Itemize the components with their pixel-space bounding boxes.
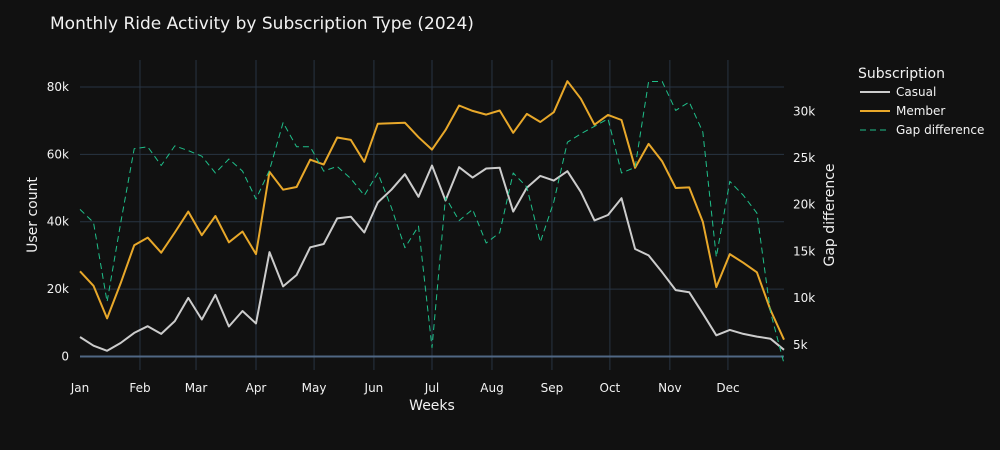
y-tick-label: 20k (47, 282, 69, 296)
x-axis-ticks: Jan Feb Mar Apr May Jun Jul Aug Sep Oct Nov Dec (70, 381, 740, 395)
y2-axis-ticks: 5k 10k 15k 20k 25k 30k (793, 104, 815, 351)
x-axis-title: Weeks (409, 398, 455, 414)
series-line-casual[interactable] (79, 164, 785, 352)
y2-tick-label: 20k (793, 198, 815, 212)
series-layer (79, 80, 785, 364)
y-tick-label: 40k (47, 215, 69, 229)
x-tick-label: Jun (364, 381, 384, 395)
legend-item-gap-difference[interactable]: Gap difference (860, 123, 984, 137)
y-axis-title: User count (25, 177, 41, 253)
y2-tick-label: 5k (793, 338, 808, 352)
y-tick-label: 0 (61, 350, 69, 364)
x-tick-label: Jan (70, 381, 90, 395)
x-tick-label: Mar (185, 381, 208, 395)
legend-label-casual: Casual (896, 85, 936, 99)
x-tick-label: Aug (480, 381, 503, 395)
x-tick-label: Feb (129, 381, 150, 395)
x-tick-label: Dec (716, 381, 739, 395)
x-tick-label: Nov (658, 381, 681, 395)
legend-label-gap-difference: Gap difference (896, 123, 984, 137)
x-tick-label: Jul (424, 381, 439, 395)
x-tick-label: Oct (600, 381, 621, 395)
y-tick-label: 60k (47, 147, 69, 161)
y2-tick-label: 30k (793, 104, 815, 118)
y-tick-label: 80k (47, 80, 69, 94)
legend-label-member: Member (896, 104, 945, 118)
series-line-member[interactable] (79, 80, 785, 341)
grid (80, 60, 784, 370)
x-tick-label: Apr (246, 381, 267, 395)
y2-tick-label: 10k (793, 291, 815, 305)
chart-title: Monthly Ride Activity by Subscription Ty… (50, 14, 474, 34)
y2-tick-label: 25k (793, 151, 815, 165)
legend-title: Subscription (858, 66, 945, 82)
y2-axis-title: Gap difference (822, 163, 838, 266)
y2-tick-label: 15k (793, 244, 815, 258)
x-tick-label: Sep (541, 381, 564, 395)
y-axis-ticks: 0 20k 40k 60k 80k (47, 80, 69, 364)
series-line-gap-difference[interactable] (79, 81, 785, 364)
legend[interactable]: Subscription Casual Member Gap differenc… (858, 66, 984, 137)
legend-item-casual[interactable]: Casual (860, 85, 936, 99)
x-tick-label: May (302, 381, 327, 395)
legend-item-member[interactable]: Member (860, 104, 945, 118)
